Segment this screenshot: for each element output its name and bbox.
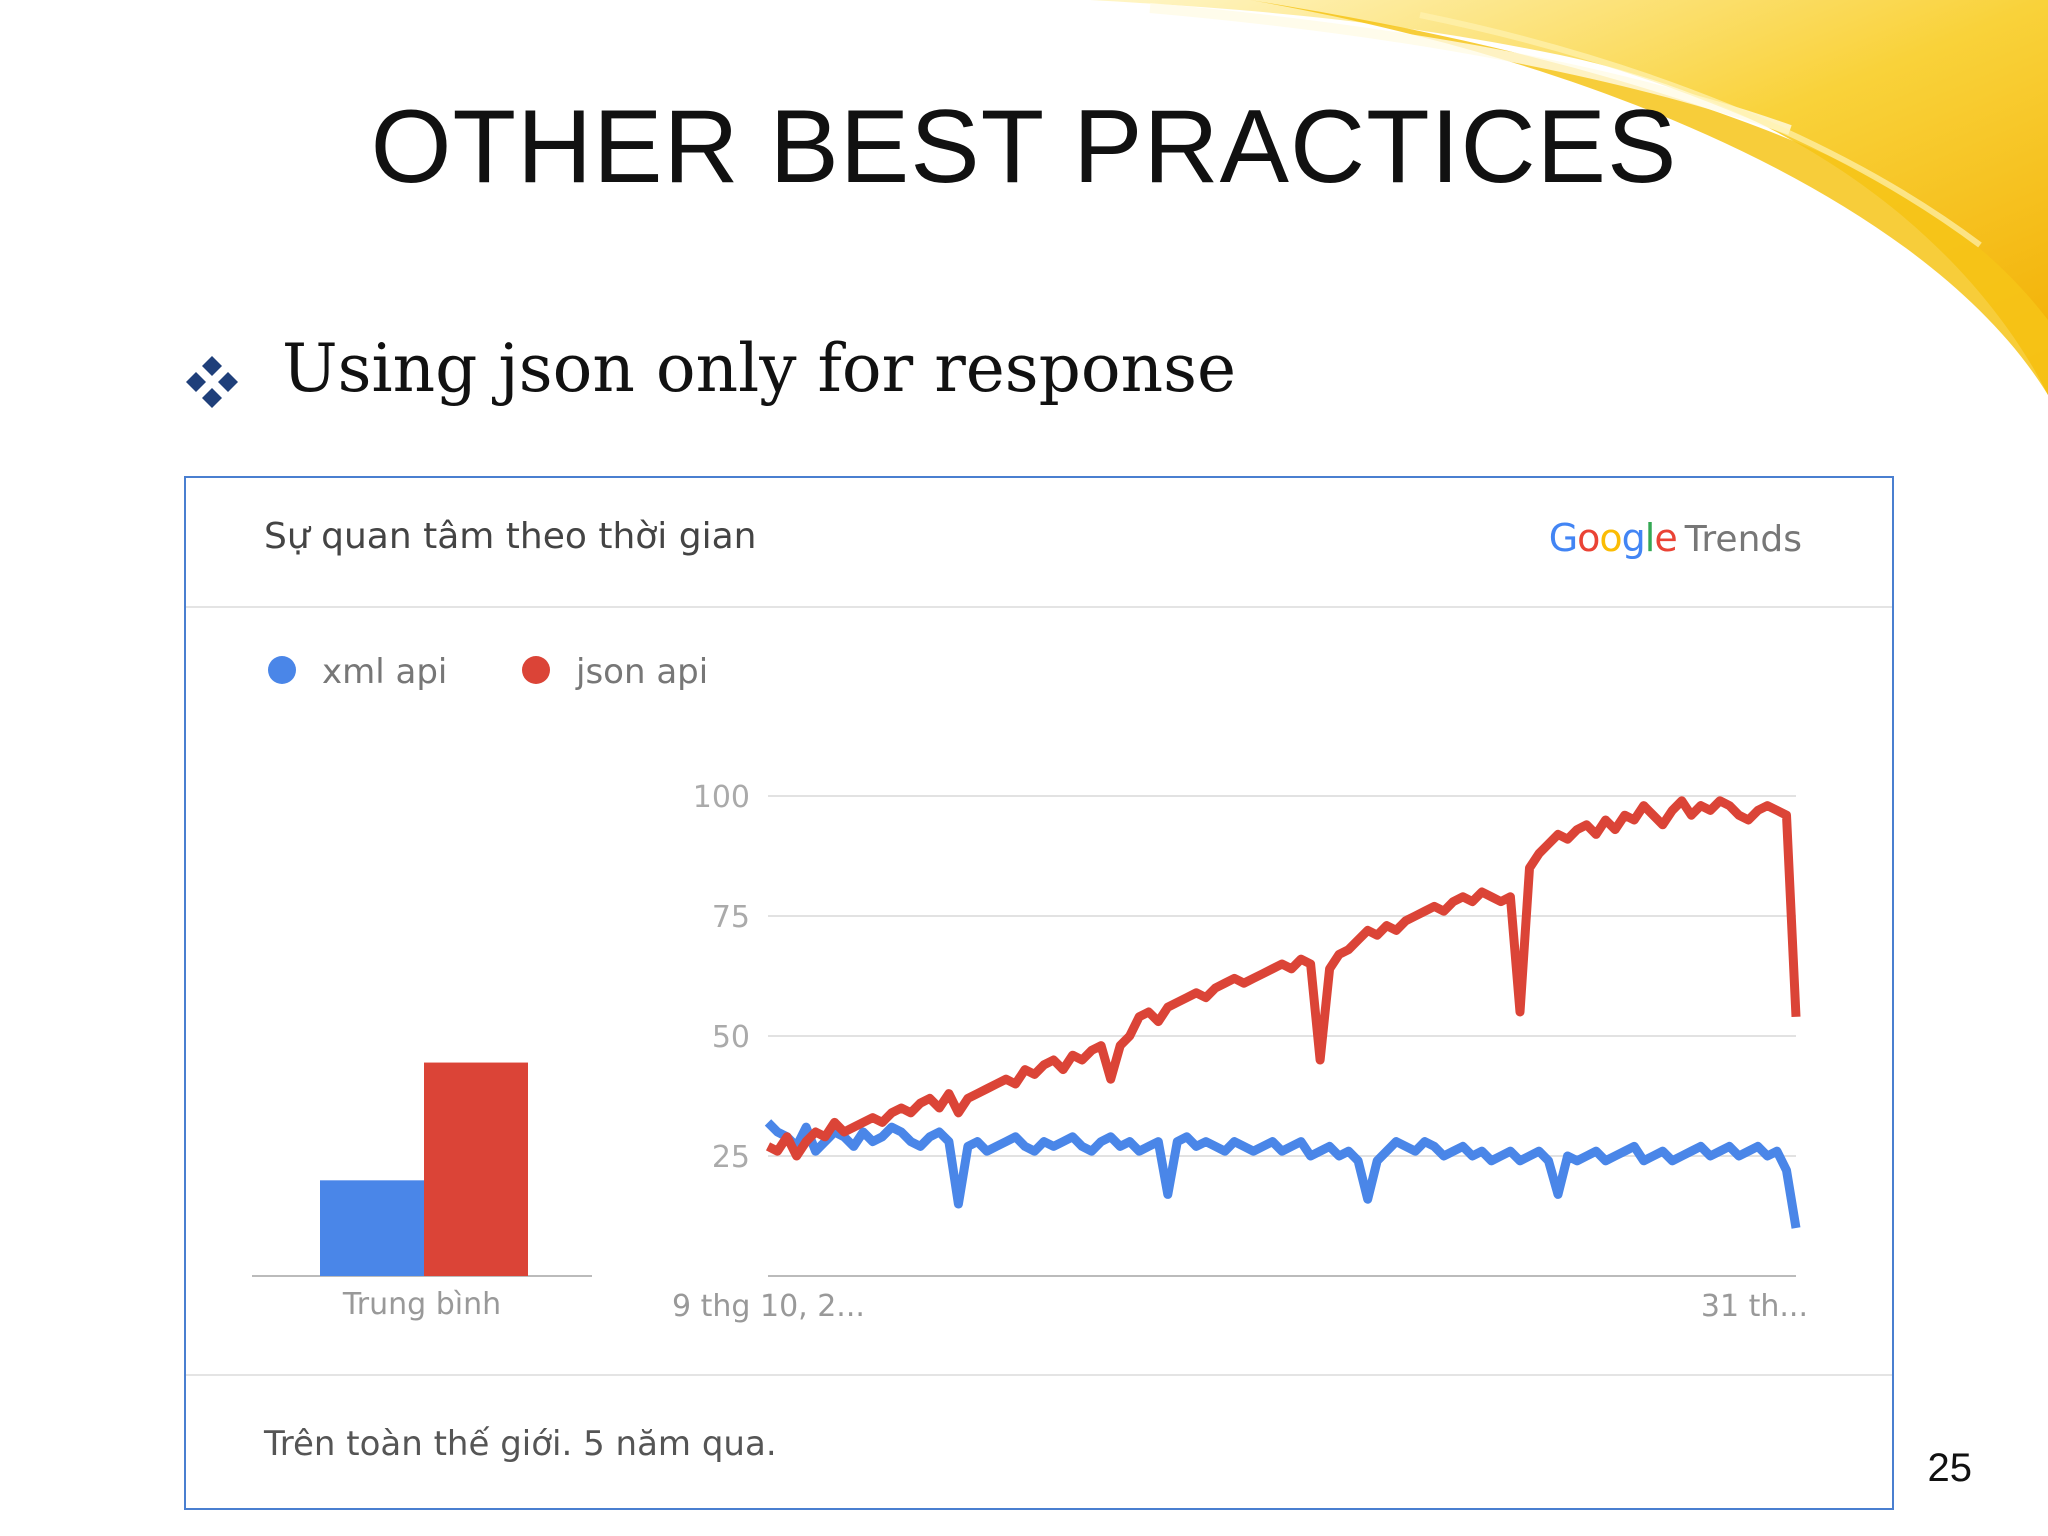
logo-letter: o xyxy=(1599,516,1622,560)
google-logo-letters: Google xyxy=(1548,516,1678,560)
page-number: 25 xyxy=(1927,1446,1973,1490)
legend-marker-xml-api xyxy=(268,656,296,684)
y-tick-label: 75 xyxy=(712,900,750,935)
logo-letter: o xyxy=(1577,516,1600,560)
card-footer: Trên toàn thế giới. 5 năm qua. xyxy=(186,1374,1892,1508)
logo-letter: e xyxy=(1654,516,1677,560)
footer-text: Trên toàn thế giới. 5 năm qua. xyxy=(264,1424,777,1464)
y-tick-label: 100 xyxy=(693,780,750,815)
legend-label: xml api xyxy=(322,652,447,692)
bullet-text: Using json only for response xyxy=(282,330,1237,407)
trends-chart-card: Sự quan tâm theo thời gian Google Trends … xyxy=(184,476,1894,1510)
series-line-xml-api xyxy=(764,1119,1801,1229)
card-title: Sự quan tâm theo thời gian xyxy=(264,516,757,557)
slide-title: OTHER BEST PRACTICES xyxy=(370,89,1678,205)
diamond-bullet-icon xyxy=(186,356,238,408)
y-tick-label: 25 xyxy=(712,1140,750,1175)
x-tick-label-end: 31 th... xyxy=(1701,1289,1808,1324)
logo-letter: l xyxy=(1644,516,1656,560)
bar-category-label: Trung bình xyxy=(342,1287,501,1322)
bar-json-api xyxy=(424,1062,528,1276)
series-line-json-api xyxy=(765,796,1801,1161)
legend-marker-json-api xyxy=(522,656,550,684)
legend-label: json api xyxy=(575,652,708,692)
logo-letter: G xyxy=(1548,516,1578,560)
trends-label: Trends xyxy=(1684,519,1802,560)
logo-letter: g xyxy=(1621,516,1646,560)
trends-chart: xml api json api Trung bình 25 50 75 100 9 thg … xyxy=(252,652,1808,1324)
y-tick-label: 50 xyxy=(712,1020,750,1055)
card-header: Sự quan tâm theo thời gian Google Trends xyxy=(186,478,1892,608)
bar-xml-api xyxy=(320,1180,424,1276)
google-trends-logo: Google Trends xyxy=(1549,516,1802,560)
x-tick-label-start: 9 thg 10, 2... xyxy=(672,1289,865,1324)
